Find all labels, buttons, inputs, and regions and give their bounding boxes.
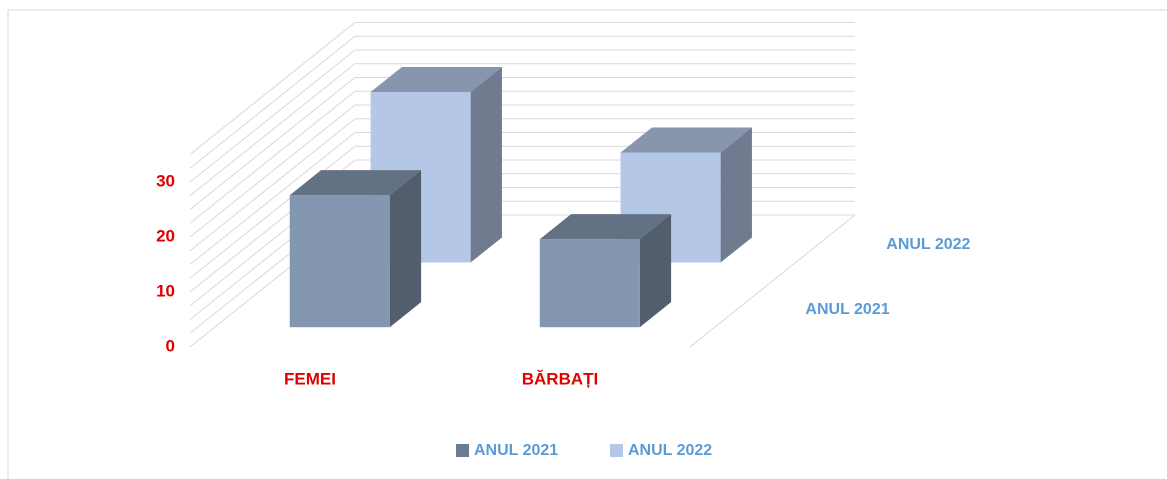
- bar: [539, 239, 640, 328]
- grid-line: [189, 77, 855, 210]
- bar-side: [389, 170, 422, 328]
- bar-side: [639, 214, 672, 328]
- legend-swatch: [610, 444, 623, 457]
- bar: [289, 195, 390, 328]
- bar-top: [370, 66, 502, 93]
- y-tick-label: 10: [156, 281, 175, 300]
- y-tick-label: 0: [166, 336, 175, 355]
- bar-top: [539, 214, 672, 240]
- depth-tick-label: ANUL 2022: [886, 236, 970, 253]
- grid-line: [189, 104, 855, 238]
- bar-top: [620, 127, 752, 153]
- y-tick-label: 20: [156, 226, 175, 245]
- grid-line: [189, 90, 855, 224]
- x-tick-label: FEMEI: [284, 369, 336, 388]
- grid-line: [189, 49, 855, 183]
- bar-side: [470, 66, 502, 263]
- bar-side: [720, 127, 752, 263]
- y-tick-label: 30: [156, 171, 175, 190]
- legend-label: ANUL 2021: [474, 442, 558, 459]
- grid-line: [189, 118, 855, 252]
- x-tick-label: BĂRBAȚI: [522, 369, 599, 388]
- floor-edge: [689, 214, 856, 348]
- grid-line: [189, 35, 855, 169]
- legend-label: ANUL 2022: [628, 442, 712, 459]
- depth-tick-label: ANUL 2021: [805, 301, 889, 318]
- grid-line: [189, 22, 855, 155]
- legend-swatch: [456, 444, 469, 457]
- grid-line: [189, 63, 855, 197]
- bar-top: [289, 170, 422, 196]
